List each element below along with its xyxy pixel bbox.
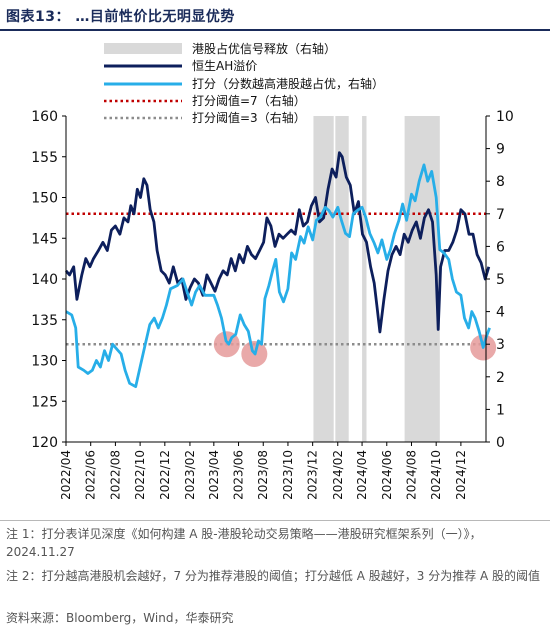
y-left-tick-label: 130 — [31, 354, 58, 370]
y-right-tick-label: 4 — [496, 305, 505, 321]
x-tick-label: 2023/10 — [281, 450, 295, 500]
x-tick-label: 2023/08 — [256, 450, 270, 500]
footnote-2: 注 2：打分越高港股机会越好，7 分为推荐港股的阈值；打分越低 A 股越好，3 … — [6, 569, 541, 583]
legend-label-premium: 恒生AH溢价 — [192, 59, 257, 73]
signal-band-3 — [404, 116, 440, 442]
x-tick-label: 2022/12 — [158, 450, 172, 500]
legend-swatch-signal — [104, 43, 182, 54]
legend-label-score: 打分（分数越高港股越占优，右轴） — [192, 76, 384, 91]
x-tick-label: 2024/06 — [380, 450, 394, 500]
x-tick-label: 2024/04 — [355, 450, 369, 500]
footnote-1: 注 1：打分表详见深度《如何构建 A 股-港股轮动交易策略——港股研究框架系列（… — [6, 527, 482, 559]
y-left-tick-label: 120 — [31, 435, 58, 451]
y-right-tick-label: 0 — [496, 435, 505, 451]
signal-band-1 — [335, 116, 349, 442]
signal-band-0 — [313, 116, 334, 442]
y-right-tick-label: 3 — [496, 337, 505, 353]
x-tick-label: 2023/04 — [207, 450, 221, 500]
x-tick-label: 2022/04 — [59, 450, 73, 500]
y-left-tick-label: 160 — [31, 109, 58, 125]
y-right-tick-label: 1 — [496, 402, 505, 418]
y-right-tick-label: 9 — [496, 142, 505, 158]
y-left-tick-label: 135 — [31, 313, 58, 329]
source-note: 资料来源：Bloomberg，Wind，华泰研究 — [6, 611, 234, 625]
x-tick-label: 2022/06 — [84, 450, 98, 500]
y-right-tick-label: 5 — [496, 272, 505, 288]
x-tick-label: 2024/02 — [331, 450, 345, 500]
legend-label-t3: 打分阈值=3（右轴） — [192, 110, 306, 125]
figure-title: 图表13： …目前性价比无明显优势 — [6, 9, 235, 25]
x-tick-label: 2023/06 — [232, 450, 246, 500]
series-line-score — [65, 163, 491, 388]
signal-band-2 — [362, 116, 367, 442]
x-tick-label: 2022/10 — [133, 450, 147, 500]
legend: 港股占优信号释放（右轴） 恒生AH溢价 打分（分数越高港股越占优，右轴） 打分阈… — [104, 41, 384, 125]
y-left-tick-label: 145 — [31, 231, 58, 247]
legend-label-signal: 港股占优信号释放（右轴） — [192, 41, 336, 56]
x-tick-label: 2023/12 — [306, 450, 320, 500]
y-left-tick-label: 140 — [31, 272, 58, 288]
y-right-tick-label: 2 — [496, 370, 505, 386]
y-right-tick-label: 10 — [496, 109, 514, 125]
y-left-tick-label: 155 — [31, 150, 58, 166]
y-left-tick-label: 125 — [31, 394, 58, 410]
plot-area: 120 125 130 135 140 145 150 155 160 0 1 2 3 4 5 6 7 8 9 10 2… — [31, 109, 514, 500]
title-rule — [0, 29, 550, 31]
x-tick-label: 2024/08 — [404, 450, 418, 500]
y-right-tick-label: 8 — [496, 174, 505, 190]
x-tick-label: 2023/02 — [183, 450, 197, 500]
x-tick-label: 2024/12 — [454, 450, 468, 500]
y-right-tick-label: 7 — [496, 207, 505, 223]
legend-label-t7: 打分阈值=7（右轴） — [192, 93, 306, 108]
series-line-premium — [64, 151, 491, 334]
y-left-tick-label: 150 — [31, 191, 58, 207]
notes-rule — [0, 520, 550, 521]
x-tick-label: 2022/08 — [108, 450, 122, 500]
x-tick-label: 2024/10 — [429, 450, 443, 500]
y-right-tick-label: 6 — [496, 239, 505, 255]
chart: 港股占优信号释放（右轴） 恒生AH溢价 打分（分数越高港股越占优，右轴） 打分阈… — [31, 41, 514, 500]
